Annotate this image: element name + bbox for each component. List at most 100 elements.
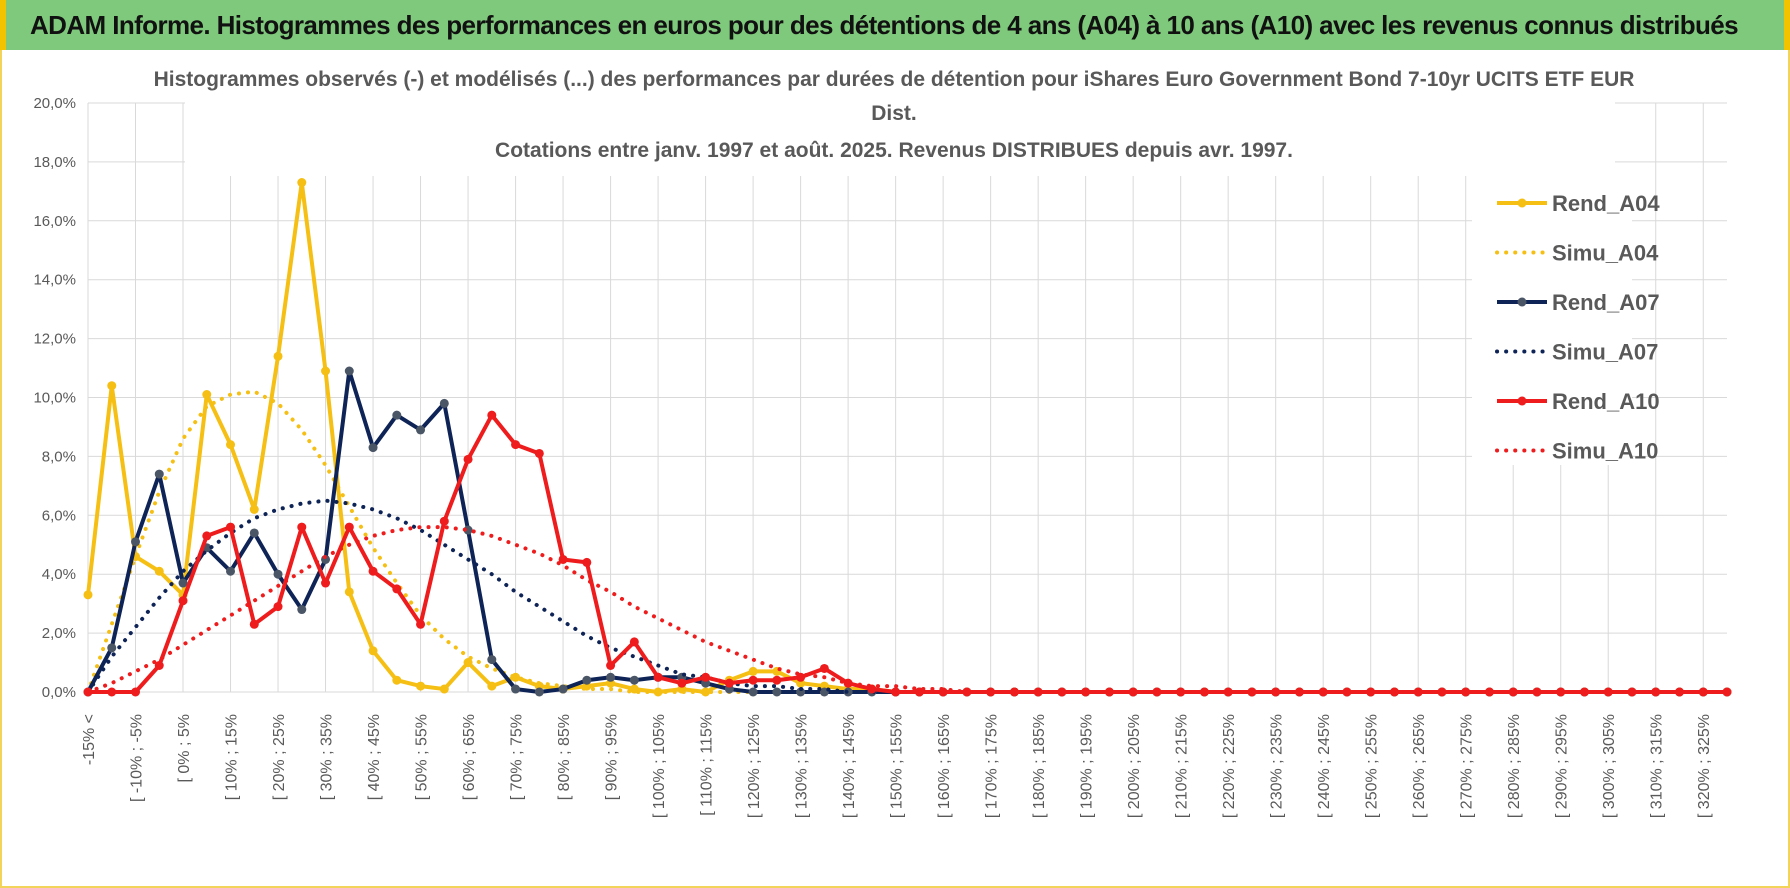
data-point [748, 687, 758, 697]
data-point [629, 675, 639, 685]
data-point [558, 554, 568, 564]
legend-item: Simu_A04 [1495, 241, 1659, 266]
data-point [297, 522, 307, 532]
data-point [344, 587, 354, 597]
data-point [439, 684, 449, 694]
data-point [226, 440, 236, 450]
y-tick-label: 18,0% [33, 154, 76, 171]
x-tick-label: [ 280% ; 285% [1506, 714, 1523, 818]
x-tick-label: [ -10% ; -5% [129, 714, 146, 802]
x-tick-label: [ 310% ; 315% [1649, 714, 1666, 818]
x-tick-label: [ 100% ; 105% [651, 714, 668, 818]
legend-label: Rend_A10 [1552, 389, 1660, 414]
legend-marker [1517, 396, 1527, 406]
y-tick-label: 10,0% [33, 390, 76, 407]
data-point [154, 469, 164, 479]
page-title: ADAM Informe. Histogrammes des performan… [30, 9, 1739, 40]
chart-title-line: Cotations entre janv. 1997 et août. 2025… [495, 139, 1293, 162]
data-point [344, 522, 354, 532]
legend: Rend_A04 Simu_A04 Rend_A07 Simu_A07 Rend_A10… [1472, 175, 1660, 465]
data-point [154, 566, 164, 576]
legend-item: Simu_A10 [1495, 439, 1658, 464]
legend-label: Rend_A04 [1552, 191, 1660, 216]
legend-marker [1517, 297, 1527, 307]
series-line [86, 525, 1729, 694]
legend-marker [1517, 198, 1527, 208]
x-tick-label: [ 300% ; 305% [1601, 714, 1618, 818]
data-point [891, 687, 901, 697]
x-tick-label: [ 70% ; 75% [509, 714, 526, 800]
series-simu-a07 [86, 498, 1729, 694]
data-point [1294, 687, 1304, 697]
x-tick-label: [ 290% ; 295% [1554, 714, 1571, 818]
data-point [629, 637, 639, 647]
x-tick-label: [ 20% ; 25% [271, 714, 288, 800]
data-point [226, 522, 236, 532]
y-tick-label: 2,0% [42, 625, 76, 642]
data-point [1104, 687, 1114, 697]
x-tick-label: [ 30% ; 35% [319, 714, 336, 800]
data-point [107, 687, 117, 697]
data-point [226, 566, 236, 576]
data-point [1413, 687, 1423, 697]
chart-title-line: Histogrammes observés (-) et modélisés (… [154, 68, 1635, 91]
data-point [202, 390, 212, 400]
y-tick-label: 8,0% [42, 448, 76, 465]
header-banner: ADAM Informe. Histogrammes des performan… [0, 0, 1790, 50]
data-point [986, 687, 996, 697]
series-line [86, 498, 1729, 694]
legend-item: Rend_A04 [1497, 191, 1660, 216]
data-point [582, 557, 592, 567]
data-point [344, 366, 354, 376]
data-point [463, 658, 473, 668]
data-point [107, 381, 117, 391]
data-point [154, 660, 164, 670]
data-point [653, 672, 663, 682]
data-point [368, 646, 378, 656]
data-point [511, 684, 521, 694]
data-point [1651, 687, 1661, 697]
data-point [416, 619, 426, 629]
y-tick-label: 6,0% [42, 507, 76, 524]
data-point [582, 675, 592, 685]
legend-label: Rend_A07 [1552, 290, 1660, 315]
chart: 0,0% 2,0% 4,0% 6,0% 8,0% 10,0% 12,0% 14,0% 16,0%… [33, 66, 1732, 818]
data-point [1342, 687, 1352, 697]
x-tick-label: [ 110% ; 115% [699, 714, 716, 816]
data-point [1461, 687, 1471, 697]
y-tick-label: 12,0% [33, 331, 76, 348]
x-tick-label: [ 180% ; 185% [1031, 714, 1048, 818]
data-point [1176, 687, 1186, 697]
legend-item: Simu_A07 [1495, 340, 1658, 365]
data-point [724, 678, 734, 688]
x-tick-label: [ 200% ; 205% [1126, 714, 1143, 818]
data-point [131, 687, 141, 697]
series-line [88, 413, 1727, 694]
data-point [606, 672, 616, 682]
x-tick-label: [ 130% ; 135% [794, 714, 811, 818]
x-tick-label: [ 250% ; 255% [1364, 714, 1381, 818]
data-point [416, 425, 426, 435]
x-tick-label: [ 190% ; 195% [1079, 714, 1096, 818]
data-point [368, 443, 378, 453]
y-tick-label: 4,0% [42, 566, 76, 583]
data-point [534, 448, 544, 458]
series-simu-a10 [86, 525, 1729, 694]
data-point [321, 578, 331, 588]
data-point [1484, 687, 1494, 697]
data-point [1698, 687, 1708, 697]
x-tick-label: [ 90% ; 95% [604, 714, 621, 800]
x-tick-label: [ 230% ; 235% [1269, 714, 1286, 818]
data-point [273, 569, 283, 579]
x-tick-label: [ 170% ; 175% [984, 714, 1001, 818]
x-tick-label: [ 210% ; 215% [1174, 714, 1191, 818]
data-point [1152, 687, 1162, 697]
data-point [748, 666, 758, 676]
data-point [1532, 687, 1542, 697]
x-tick-label: [ 150% ; 155% [889, 714, 906, 818]
x-tick-label: [ 320% ; 325% [1696, 714, 1713, 818]
y-tick-label: 20,0% [33, 95, 76, 112]
chart-title-line: Dist. [871, 102, 917, 125]
data-point [701, 687, 711, 697]
data-point [772, 675, 782, 685]
